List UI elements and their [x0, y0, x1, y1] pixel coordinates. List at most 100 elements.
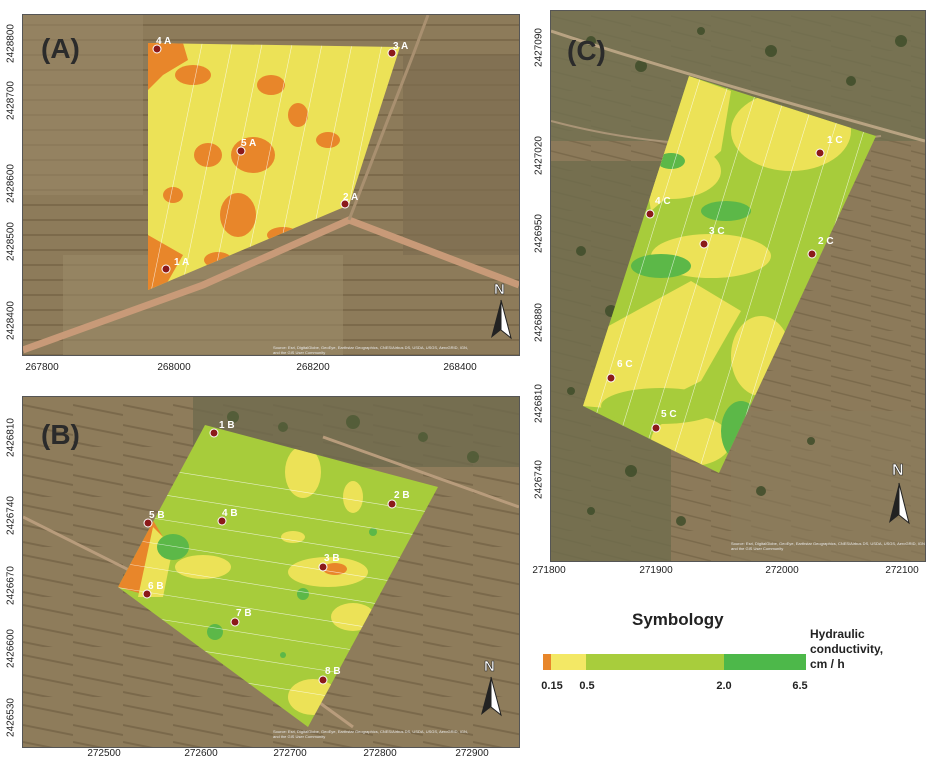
- road: [23, 216, 519, 354]
- panel-a-x-tick: 268400: [443, 362, 477, 373]
- panel-a-y-tick: 2428700: [5, 81, 17, 120]
- panel-b-y-tick: 2426740: [5, 496, 17, 535]
- svg-text:6 C: 6 C: [617, 359, 633, 370]
- svg-text:3 B: 3 B: [324, 553, 340, 564]
- svg-text:N: N: [892, 462, 904, 479]
- north-arrow-icon: N: [889, 462, 910, 525]
- svg-text:2 C: 2 C: [818, 236, 834, 247]
- panel-b-credit: Source: Esri, DigitalGlobe, GeoEye, Eart…: [273, 729, 468, 739]
- panel-b-x-tick: 272600: [184, 748, 218, 759]
- legend-swatch-green: [724, 654, 806, 670]
- legend-tick: 2.0: [716, 680, 732, 692]
- panel-c-x-tick: 271800: [532, 565, 566, 576]
- legend-quantity-line: Hydraulic: [810, 627, 865, 641]
- panel-c-x-tick: 272100: [885, 565, 919, 576]
- legend-tick: 0.5: [579, 680, 595, 692]
- svg-text:5 A: 5 A: [241, 138, 256, 149]
- site-marker-6b: 6 B: [142, 581, 164, 599]
- panel-b-x-tick: 272700: [273, 748, 307, 759]
- svg-text:2 B: 2 B: [394, 490, 410, 501]
- panel-c-y-tick: 2426740: [533, 460, 545, 499]
- legend-quantity-line: conductivity,: [810, 642, 884, 656]
- site-marker-3a: 3 A: [387, 41, 408, 58]
- svg-text:4 A: 4 A: [156, 36, 171, 47]
- panel-c-y-tick: 2426950: [533, 214, 545, 253]
- panel-a-y-tick: 2428600: [5, 164, 17, 203]
- north-arrow-icon: N: [481, 658, 502, 717]
- panel-b-map: 1 B 2 B 3 B 4 B 5 B 6 B 7 B 8 B N: [23, 397, 519, 747]
- site-marker-3b: 3 B: [318, 553, 340, 572]
- panel-b-y-tick: 2426810: [5, 418, 17, 457]
- svg-text:4 C: 4 C: [655, 196, 671, 207]
- svg-text:1 A: 1 A: [174, 257, 189, 268]
- legend-tick: 6.5: [792, 680, 808, 692]
- legend-swatch-light-green: [586, 654, 724, 670]
- panel-a-x-tick: 268200: [296, 362, 330, 373]
- site-marker-2b: 2 B: [387, 490, 410, 509]
- legend-title: Symbology: [632, 610, 724, 629]
- site-marker-1b: 1 B: [209, 420, 235, 438]
- svg-text:5 B: 5 B: [149, 510, 165, 521]
- site-marker-4a: 4 A: [152, 36, 171, 54]
- panel-a-y-tick: 2428500: [5, 222, 17, 261]
- svg-text:8 B: 8 B: [325, 666, 341, 677]
- site-marker-7b: 7 B: [230, 608, 252, 627]
- legend-tick: 0.15: [541, 680, 563, 692]
- panel-b-y-tick: 2426530: [5, 698, 17, 737]
- map-panel-b: 1 B 2 B 3 B 4 B 5 B 6 B 7 B 8 B N (B) So…: [22, 396, 520, 748]
- panel-c-label: (C): [567, 35, 606, 66]
- north-arrow-icon: N: [491, 281, 512, 340]
- site-marker-5c: 5 C: [651, 409, 677, 433]
- panel-c-y-tick: 2426880: [533, 303, 545, 342]
- svg-text:7 B: 7 B: [236, 608, 252, 619]
- site-marker-4c: 4 C: [645, 196, 671, 219]
- svg-text:6 B: 6 B: [148, 581, 164, 592]
- site-marker-6c: 6 C: [606, 359, 633, 383]
- panel-a-y-tick: 2428400: [5, 301, 17, 340]
- panel-c-y-tick: 2427090: [533, 28, 545, 67]
- site-marker-5a: 5 A: [236, 138, 256, 156]
- panel-b-y-tick: 2426670: [5, 566, 17, 605]
- map-panel-a: 1 A 2 A 3 A 4 A 5 A N (A) Source: Esri, …: [22, 14, 520, 356]
- panel-c-y-tick: 2426810: [533, 384, 545, 423]
- svg-text:N: N: [484, 658, 495, 675]
- site-marker-3c: 3 C: [699, 226, 725, 249]
- svg-text:2 A: 2 A: [343, 192, 358, 203]
- legend-swatch-yellow: [551, 654, 586, 670]
- panel-c-credit: Source: Esri, DigitalGlobe, GeoEye, Eart…: [731, 541, 926, 551]
- svg-text:3 C: 3 C: [709, 226, 725, 237]
- site-marker-8b: 8 B: [318, 666, 341, 685]
- site-marker-1c: 1 C: [815, 135, 843, 158]
- panel-b-y-tick: 2426600: [5, 629, 17, 668]
- legend-quantity-line: cm / h: [810, 657, 845, 671]
- panel-a-y-tick: 2428800: [5, 24, 17, 63]
- legend-quantity-label: Hydraulic conductivity, cm / h: [810, 627, 883, 672]
- panel-b-x-tick: 272500: [87, 748, 121, 759]
- panel-a-x-tick: 267800: [25, 362, 59, 373]
- site-marker-2c: 2 C: [807, 236, 834, 259]
- site-marker-2a: 2 A: [340, 192, 358, 209]
- legend-swatch-orange: [543, 654, 551, 670]
- site-marker-4b: 4 B: [217, 508, 238, 526]
- panel-b-label: (B): [41, 419, 80, 450]
- svg-text:4 B: 4 B: [222, 508, 238, 519]
- legend-color-bar: [543, 654, 806, 670]
- panel-c-map: 1 C 2 C 3 C 4 C 5 C 6 C N: [551, 11, 925, 561]
- svg-text:3 A: 3 A: [393, 41, 408, 52]
- panel-c-x-tick: 272000: [765, 565, 799, 576]
- svg-text:1 B: 1 B: [219, 420, 235, 431]
- panel-b-x-tick: 272800: [363, 748, 397, 759]
- site-marker-1a: 1 A: [161, 257, 189, 274]
- panel-a-label: (A): [41, 33, 80, 64]
- svg-text:N: N: [494, 281, 505, 298]
- panel-a-x-tick: 268000: [157, 362, 191, 373]
- panel-c-y-tick: 2427020: [533, 136, 545, 175]
- panel-b-x-tick: 272900: [455, 748, 489, 759]
- site-marker-5b: 5 B: [143, 510, 165, 528]
- svg-text:5 C: 5 C: [661, 409, 677, 420]
- panel-c-x-tick: 271900: [639, 565, 673, 576]
- svg-text:1 C: 1 C: [827, 135, 843, 146]
- panel-a-map: 1 A 2 A 3 A 4 A 5 A N: [23, 15, 519, 355]
- map-panel-c: 1 C 2 C 3 C 4 C 5 C 6 C N (C) Source: Es…: [550, 10, 926, 562]
- panel-a-credit: Source: Esri, DigitalGlobe, GeoEye, Eart…: [273, 345, 468, 355]
